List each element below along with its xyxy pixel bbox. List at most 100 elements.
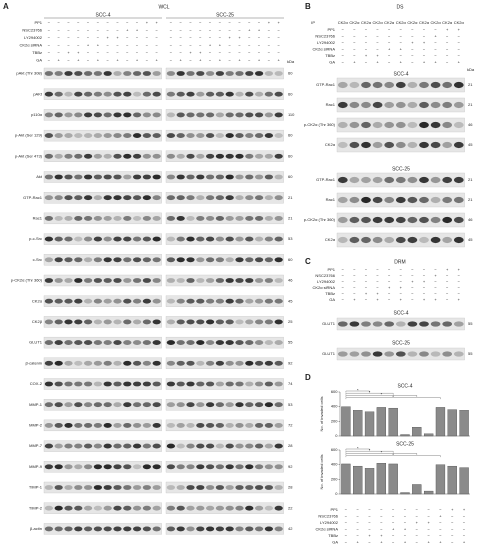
- treatment-sign: −: [365, 40, 368, 45]
- treatment-sign: −: [107, 43, 110, 48]
- treatment-sign: −: [180, 43, 183, 48]
- treatment-sign: −: [353, 53, 356, 58]
- blot-band: [442, 101, 453, 109]
- blot-band: [274, 443, 283, 449]
- blot-band: [166, 485, 176, 490]
- blot-band: [64, 443, 73, 449]
- blot-band: [245, 443, 254, 449]
- blot-band: [337, 141, 348, 149]
- treatment-sign: −: [365, 27, 368, 32]
- blot-band: [152, 153, 161, 159]
- treatment-sign: −: [87, 20, 90, 25]
- blot-band: [196, 360, 205, 366]
- blot-band: [264, 526, 274, 532]
- kda-marker: 45: [288, 298, 293, 303]
- blot-band: [113, 112, 122, 118]
- blot-band: [349, 321, 360, 327]
- blot-band: [453, 236, 464, 244]
- treatment-sign: −: [353, 267, 356, 272]
- treatment-sign: −: [434, 53, 437, 58]
- blot-band: [205, 215, 215, 221]
- blot-strip: [165, 502, 284, 514]
- blot-band: [64, 91, 73, 97]
- blot-band: [103, 236, 112, 242]
- treatment-sign: +: [219, 43, 222, 48]
- blot-band: [215, 91, 225, 97]
- blot-band: [152, 91, 161, 97]
- blot-band: [74, 153, 83, 159]
- blot-band: [64, 278, 73, 283]
- ip-target: CK2α: [454, 20, 465, 25]
- kda-marker: 110: [288, 112, 295, 117]
- treatment-sign: −: [446, 297, 449, 302]
- treatment-sign: −: [342, 34, 345, 39]
- blot-band: [93, 340, 103, 346]
- treatment-sign: +: [199, 58, 202, 63]
- treatment-sign: −: [67, 58, 70, 63]
- blot-band: [205, 257, 215, 263]
- blot-band: [186, 257, 195, 263]
- blot-band: [93, 485, 103, 490]
- blot-band: [225, 381, 234, 387]
- blot-band: [361, 351, 371, 357]
- significance-bracket: [345, 455, 441, 458]
- blot-band: [44, 402, 54, 408]
- blot-band: [215, 195, 225, 201]
- blot-band: [349, 81, 360, 89]
- blot-band: [264, 443, 274, 449]
- blot-band: [142, 257, 152, 263]
- treatment-sign: −: [380, 520, 383, 525]
- treatment-sign: −: [434, 291, 437, 296]
- blot-band: [245, 319, 254, 325]
- bar: [353, 465, 363, 495]
- blot-band: [395, 81, 406, 89]
- blot-band: [205, 443, 215, 449]
- blot-band: [264, 319, 274, 325]
- treatment-sign: −: [376, 47, 379, 52]
- blot-band: [44, 319, 54, 325]
- panel-label: D: [305, 373, 311, 382]
- treatment-sign: −: [258, 50, 261, 55]
- treatment-sign: −: [156, 35, 159, 40]
- blot-band: [54, 215, 63, 221]
- blot-band: [430, 351, 441, 357]
- treatment-label: LY294002: [320, 520, 339, 525]
- blot-label: GTP-Rac1: [316, 177, 336, 182]
- blot-band: [83, 133, 93, 139]
- treatment-sign: −: [342, 297, 345, 302]
- blot-band: [132, 526, 142, 532]
- blot-band: [442, 81, 453, 89]
- treatment-sign: −: [400, 267, 403, 272]
- kda-marker: 22: [288, 505, 293, 510]
- treatment-sign: −: [463, 520, 466, 525]
- blot-band: [205, 422, 215, 428]
- blot-strip: [43, 233, 162, 245]
- treatment-sign: −: [353, 285, 356, 290]
- treatment-sign: −: [380, 527, 383, 532]
- blot-band: [384, 236, 395, 244]
- blot-strip: [165, 212, 284, 225]
- treatment-sign: −: [388, 267, 391, 272]
- treatment-sign: −: [400, 40, 403, 45]
- treatment-label: NSC23766: [315, 34, 335, 39]
- blot-band: [225, 298, 234, 304]
- blot-band: [395, 176, 406, 184]
- treatment-sign: −: [458, 40, 461, 45]
- blot-band: [372, 176, 383, 184]
- kda-marker: 21: [468, 177, 473, 182]
- treatment-sign: −: [136, 43, 139, 48]
- treatment-sign: −: [342, 53, 345, 58]
- blot-band: [166, 505, 176, 511]
- blot-band: [74, 464, 83, 470]
- y-tick-label: 600: [331, 447, 338, 452]
- blot-band: [123, 112, 132, 118]
- blot-strip: [43, 274, 162, 287]
- blot-band: [235, 133, 244, 139]
- treatment-sign: −: [229, 50, 232, 55]
- blot-band: [215, 298, 225, 304]
- treatment-sign: −: [268, 28, 271, 33]
- blot-band: [176, 422, 185, 428]
- kda-marker: 25: [288, 319, 293, 324]
- blot-label: GLUT1: [322, 321, 336, 326]
